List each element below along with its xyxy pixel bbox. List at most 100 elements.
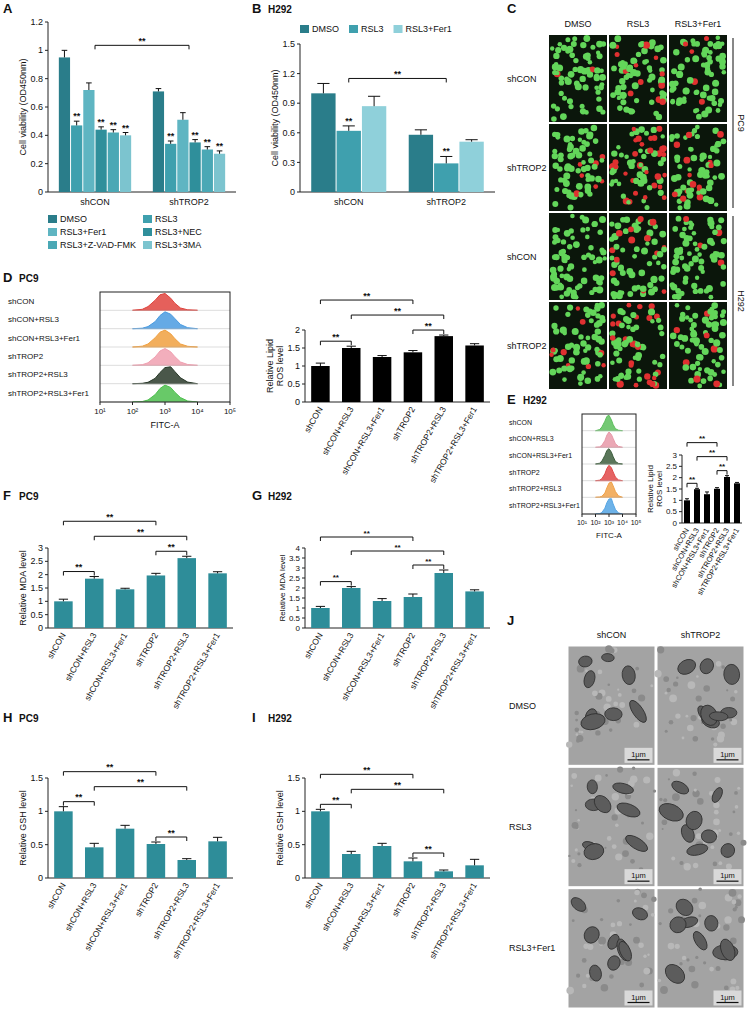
significance: ** [709, 448, 716, 457]
y-tick [302, 558, 305, 559]
texture [617, 689, 619, 691]
micrograph [669, 213, 727, 300]
y-tick-label: 0.5 [30, 610, 43, 620]
texture [671, 857, 675, 861]
cell [611, 150, 617, 156]
cell [687, 167, 691, 171]
error-bar [368, 96, 380, 106]
bar [465, 865, 484, 878]
error-bar [705, 492, 709, 494]
y-axis-title: Relative MDA level [18, 550, 28, 626]
cell [634, 383, 639, 388]
cell [715, 362, 721, 368]
cell [618, 266, 624, 272]
cell [590, 310, 597, 317]
significance: ** [689, 475, 696, 484]
legend-swatch [143, 215, 152, 223]
bar [147, 844, 166, 878]
error-bar [74, 121, 80, 125]
texture [622, 850, 629, 857]
cell [713, 251, 718, 256]
cell [549, 353, 553, 357]
cell [614, 35, 621, 42]
cell [688, 147, 693, 152]
texture [726, 689, 728, 691]
error-bar [205, 147, 211, 150]
cell [569, 228, 574, 233]
x-tick-label: shCON [45, 881, 68, 910]
bar [435, 336, 454, 402]
texture [692, 772, 696, 776]
cell [720, 313, 725, 318]
density-curve [133, 294, 198, 311]
bar-chart: 00.511.5Relative GSH levelshCONshCON+RSL… [18, 762, 233, 960]
cell [551, 103, 556, 108]
cell [674, 142, 680, 148]
bar [311, 93, 335, 192]
cell [599, 275, 605, 281]
scale-patch [714, 869, 742, 884]
texture [723, 924, 729, 930]
error-bar [90, 577, 99, 579]
cell [670, 100, 675, 105]
series-label: shTROP2+RSL3 [509, 485, 561, 492]
cell [610, 335, 616, 341]
cell [643, 195, 648, 200]
legend-label: RSL3 [155, 214, 178, 224]
cell [712, 80, 719, 87]
cell [709, 315, 714, 320]
em-ground [569, 889, 655, 1007]
series-label: shTROP2+RSL3+Fer1 [8, 389, 89, 398]
error-bar [59, 807, 68, 812]
baseline [582, 464, 636, 465]
legend-label: DMSO [60, 214, 87, 224]
texture [577, 819, 580, 822]
mitochondrion [675, 656, 698, 677]
cell [555, 71, 559, 75]
texture [638, 943, 643, 948]
image-grid: shCONshTROP2DMSO1μm1μmRSL31μm1μmRSL3+Fer… [509, 630, 747, 1008]
error-bar [182, 556, 191, 558]
cell [640, 286, 647, 293]
cell [567, 305, 573, 311]
cell [685, 348, 691, 354]
cell [551, 323, 557, 329]
error-bar [347, 587, 356, 588]
legend-label: RSL3+Z-VAD-FMK [60, 240, 136, 250]
cell [585, 235, 590, 240]
bar [96, 130, 107, 192]
mitochondrion [615, 800, 642, 820]
y-tick-label: 2 [673, 473, 678, 482]
x-tick [609, 514, 610, 517]
micrograph [549, 35, 607, 122]
cell [629, 74, 634, 79]
bar [54, 601, 73, 628]
cell [618, 61, 624, 67]
cell [589, 254, 595, 260]
cell [552, 149, 557, 154]
panel-letter: D [3, 270, 12, 285]
y-tick [45, 588, 48, 589]
texture [716, 966, 721, 971]
cell [553, 132, 558, 137]
y-axis [305, 778, 306, 878]
cell [641, 178, 648, 185]
cell [601, 363, 605, 367]
cell [658, 276, 664, 282]
em-image: 1μm [654, 646, 743, 765]
error-bar [377, 843, 386, 846]
texture [576, 735, 583, 742]
y-tick-label: 0.6 [282, 128, 295, 138]
bar [153, 91, 164, 192]
cell [685, 57, 690, 62]
baseline [582, 430, 636, 431]
row-label: RSL3 [509, 822, 532, 832]
texture [713, 819, 720, 826]
x-tick-label: shCON+RSL3+Fer1 [82, 631, 129, 703]
cell [647, 65, 652, 70]
cell [644, 235, 651, 242]
y-tick-label: 0.9 [282, 98, 295, 108]
x-axis [48, 628, 233, 629]
cell [582, 267, 587, 272]
cell [627, 291, 633, 297]
